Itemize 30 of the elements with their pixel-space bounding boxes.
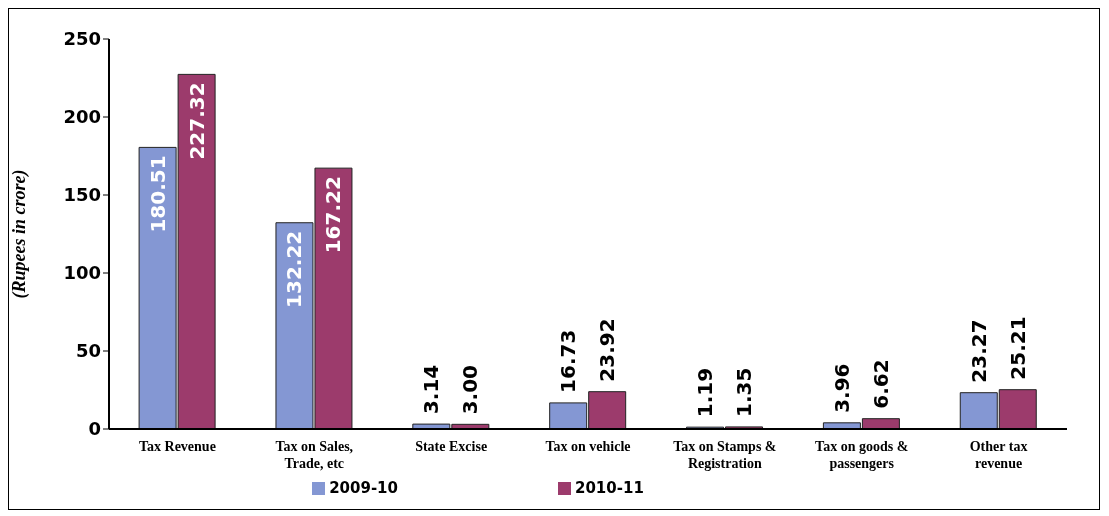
legend-label: 2009-10 <box>329 479 398 497</box>
data-label: 25.21 <box>1005 316 1030 380</box>
x-tick-label: Tax on goods & passengers <box>815 439 909 471</box>
y-tick-label: 200 <box>63 106 101 128</box>
data-label: 132.22 <box>282 230 307 308</box>
y-tick-label: 150 <box>63 184 101 206</box>
data-label: 1.19 <box>693 367 718 418</box>
x-tick-label: State Excise <box>415 439 488 454</box>
data-label: 23.92 <box>595 318 620 382</box>
data-label: 6.62 <box>868 359 893 409</box>
y-tick-label: 100 <box>63 262 101 284</box>
y-tick-label: 0 <box>88 418 101 440</box>
x-tick-label: Other tax revenue <box>969 439 1028 471</box>
data-label: 1.35 <box>732 367 757 417</box>
x-tick-label: Tax on Sales, Trade, etc <box>275 439 354 471</box>
data-label: 16.73 <box>556 329 581 393</box>
x-tick-label: Tax on vehicle <box>545 439 631 454</box>
data-label: 23.27 <box>966 319 991 383</box>
x-tick-label: Tax on Stamps & Registration <box>673 439 777 471</box>
legend-label: 2010-11 <box>575 479 644 497</box>
y-axis-title: (Rupees in crore) <box>9 169 31 299</box>
data-label: 3.14 <box>419 364 444 415</box>
data-label: 3.00 <box>458 364 483 415</box>
data-label: 180.51 <box>145 155 170 233</box>
data-label: 227.32 <box>184 82 209 160</box>
y-tick-label: 50 <box>75 340 101 362</box>
x-tick-label: Tax Revenue <box>138 439 216 454</box>
data-label: 167.22 <box>321 176 346 254</box>
data-label: 3.96 <box>829 363 854 413</box>
y-tick-label: 250 <box>63 28 101 50</box>
